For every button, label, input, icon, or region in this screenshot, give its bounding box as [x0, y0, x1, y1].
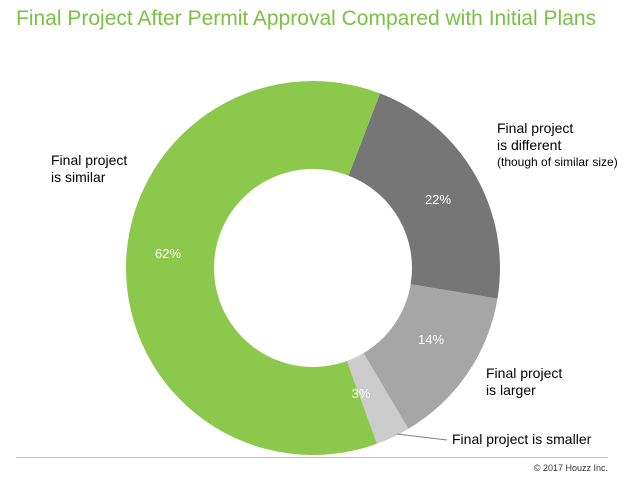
slice-label-larger: Final project is larger	[486, 365, 563, 398]
value-label-different: 22%	[425, 192, 451, 207]
value-label-similar: 62%	[155, 246, 181, 261]
slice-smaller	[346, 353, 409, 444]
slice-different	[348, 93, 501, 299]
value-label-larger: 14%	[418, 332, 444, 347]
leader-line-smaller	[396, 433, 448, 441]
chart-title: Final Project After Permit Approval Comp…	[16, 7, 597, 30]
copyright-text: © 2017 Houzz Inc.	[533, 463, 608, 473]
slice-larger	[363, 284, 498, 429]
footer-divider	[16, 457, 608, 458]
value-label-smaller: 3%	[352, 386, 371, 401]
slice-label-different: Final project is different (though of si…	[497, 120, 618, 169]
slice-label-similar: Final project is similar	[51, 152, 128, 185]
slice-similar	[126, 81, 381, 455]
slice-label-smaller: Final project is smaller	[452, 431, 592, 447]
